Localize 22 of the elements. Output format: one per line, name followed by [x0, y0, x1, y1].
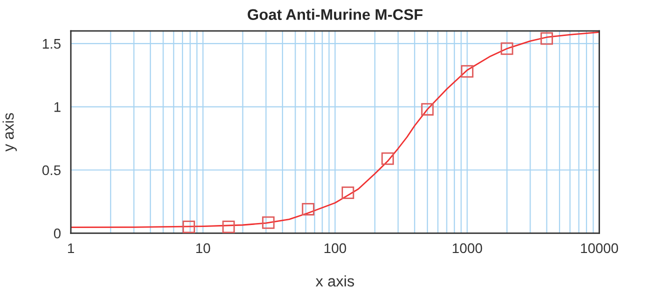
point: [500, 42, 514, 55]
point: [381, 152, 394, 165]
chart-title: Goat Anti-Murine M-CSF: [248, 8, 422, 20]
x-tick-label: 100: [324, 243, 346, 254]
y-tick-label: 1.5: [42, 39, 61, 49]
y-tick-label: 0: [54, 228, 61, 238]
x-tick-label: 1: [68, 243, 74, 254]
point: [540, 32, 553, 45]
y-tick-label: 0.5: [42, 165, 61, 176]
x-axis-title: x axis: [316, 275, 354, 287]
x-tick-label: 10000: [581, 243, 618, 254]
x-tick-label: 10: [196, 243, 210, 254]
y-tick-label: 1: [54, 102, 60, 112]
point: [342, 186, 354, 200]
point: [460, 65, 474, 78]
point: [302, 202, 314, 216]
y-axis-title: y axis: [2, 113, 17, 152]
point: [182, 220, 196, 234]
point: [222, 220, 235, 234]
point: [421, 103, 434, 116]
x-tick-label: 1000: [452, 243, 482, 254]
point: [262, 216, 275, 229]
